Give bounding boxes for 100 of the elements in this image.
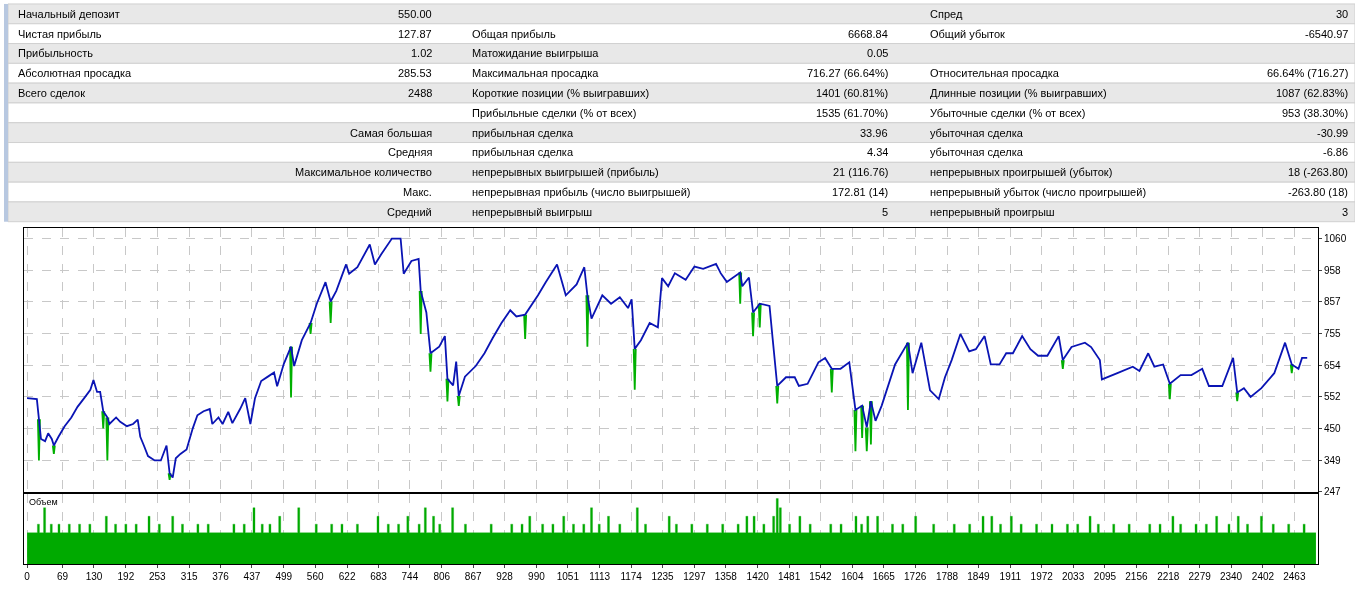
text: Длинные позиции (% выигравших) [930, 87, 1107, 99]
text: Спред [930, 8, 963, 20]
x-tick-label: 1849 [967, 571, 990, 583]
y-tick-label: 1060 [1324, 233, 1347, 245]
text: 1.02 [411, 47, 433, 59]
text: Прибыльность [18, 47, 94, 59]
x-tick-label: 1174 [620, 571, 643, 583]
text: 2488 [408, 87, 433, 99]
y-tick-label: 857 [1324, 296, 1342, 308]
x-tick-label: 990 [528, 571, 546, 583]
text: -30.99 [1317, 127, 1349, 139]
x-tick-label: 253 [148, 571, 167, 583]
text: убыточная сделка [930, 146, 1024, 158]
text: Макс. [403, 186, 432, 198]
text: 5 [882, 206, 889, 218]
text: 550.00 [398, 8, 432, 20]
text: 6668.84 [848, 28, 888, 40]
text: Прибыльные сделки (% от всех) [472, 107, 637, 119]
text: 1401 (60.81%) [816, 87, 889, 99]
text: 285.53 [398, 67, 432, 79]
x-tick-label: 560 [306, 571, 324, 583]
x-tick-label: 130 [85, 571, 103, 583]
text: непрерывный проигрыш [930, 206, 1055, 218]
x-tick-label: 499 [275, 571, 293, 583]
text: Общая прибыль [472, 28, 556, 40]
text: 172.81 (14) [832, 186, 889, 198]
x-tick-label: 376 [212, 571, 230, 583]
text: 1535 (61.70%) [816, 107, 889, 119]
x-tick-label: 1051 [556, 571, 580, 583]
x-tick-label: 1788 [935, 571, 959, 583]
x-tick-label: 315 [180, 571, 198, 583]
x-tick-label: 744 [401, 571, 419, 583]
text: непрерывных выигрышей (прибыль) [472, 166, 659, 178]
text: Короткие позиции (% выигравших) [472, 87, 650, 99]
text: Самая большая [350, 127, 433, 139]
text: Общий убыток [930, 28, 1006, 40]
x-tick-label: 1481 [777, 571, 801, 583]
text: 21 (116.76) [833, 166, 889, 178]
x-tick-label: 2279 [1188, 571, 1212, 583]
x-tick-label: 2156 [1125, 571, 1148, 583]
y-tick-label: 755 [1324, 328, 1342, 340]
text: Средняя [388, 146, 433, 158]
y-tick-label: 247 [1324, 486, 1342, 498]
x-tick-label: 1972 [1030, 571, 1054, 583]
x-tick-label: 2095 [1093, 571, 1117, 583]
x-tick-label: 1420 [746, 571, 770, 583]
text: непрерывных проигрышей (убыток) [930, 166, 1113, 178]
text: -6540.97 [1305, 28, 1349, 40]
text: 953 (38.30%) [1282, 107, 1349, 119]
text: 0.05 [867, 47, 889, 59]
x-tick-label: 1235 [651, 571, 675, 583]
text: 3 [1342, 206, 1349, 218]
text: 716.27 (66.64%) [807, 67, 889, 79]
text: 1087 (62.83%) [1276, 87, 1349, 99]
text: Убыточные сделки (% от всех) [930, 107, 1086, 119]
x-tick-label: 69 [57, 571, 69, 583]
x-tick-label: 683 [370, 571, 388, 583]
y-tick-label: 349 [1324, 454, 1342, 466]
y-tick-label: 552 [1324, 391, 1342, 403]
x-tick-label: 1358 [714, 571, 738, 583]
x-tick-label: 1665 [872, 571, 896, 583]
x-tick-label: 2340 [1219, 571, 1243, 583]
x-tick-label: 2402 [1251, 571, 1275, 583]
chart-title: Объем [29, 497, 58, 507]
text: Средний [387, 206, 432, 218]
text: Всего сделок [18, 87, 86, 99]
text: убыточная сделка [930, 127, 1024, 139]
text: непрерывная прибыль (число выигрышей) [472, 186, 691, 198]
x-tick-label: 622 [338, 571, 356, 583]
text: Максимальная просадка [472, 67, 600, 79]
text: Относительная просадка [930, 67, 1060, 79]
x-tick-label: 1911 [999, 571, 1022, 583]
text: -263.80 (18) [1288, 186, 1348, 198]
text: 18 (-263.80) [1288, 166, 1348, 178]
text: 30 [1336, 8, 1349, 20]
x-tick-label: 928 [496, 571, 514, 583]
text: 127.87 [398, 28, 432, 40]
line-series [26, 237, 1309, 479]
x-tick-label: 1113 [589, 571, 611, 583]
text: непрерывный убыток (число проигрышей) [930, 186, 1147, 198]
text: прибыльная сделка [472, 127, 574, 139]
x-tick-label: 1726 [904, 571, 927, 583]
text: Матожидание выигрыша [472, 47, 600, 59]
text: прибыльная сделка [472, 146, 574, 158]
text: Абсолютная просадка [18, 67, 132, 79]
text: 4.34 [867, 146, 889, 158]
x-tick-label: 1604 [841, 571, 864, 583]
text: Максимальное количество [295, 166, 432, 178]
x-tick-label: 2463 [1283, 571, 1306, 583]
x-tick-label: 0 [24, 571, 31, 583]
x-tick-label: 2218 [1157, 571, 1180, 583]
x-tick-label: 2033 [1061, 571, 1085, 583]
x-tick-label: 437 [243, 571, 261, 583]
y-tick-label: 958 [1324, 264, 1342, 276]
x-tick-label: 1297 [683, 571, 706, 583]
text: 33.96 [860, 127, 888, 139]
text: непрерывный выигрыш [472, 206, 593, 218]
y-tick-label: 450 [1324, 423, 1342, 435]
x-tick-label: 1542 [809, 571, 833, 583]
x-tick-label: 192 [117, 571, 135, 583]
